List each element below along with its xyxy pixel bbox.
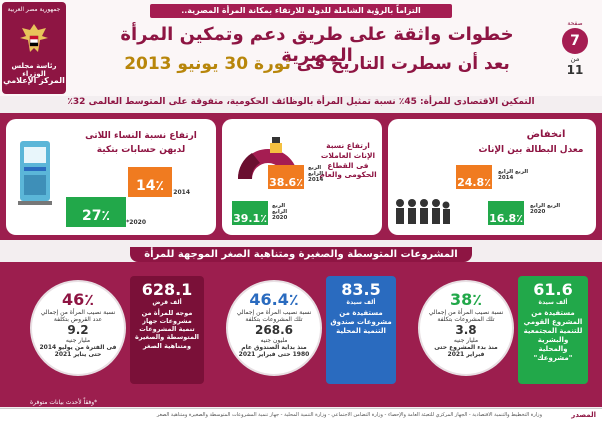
bank-2020-box: 27٪: [66, 197, 126, 227]
title-line2-highlight: ثورة 30 يونيو 2013: [124, 54, 291, 74]
unemp-2014-value: 24.8٪: [457, 176, 491, 189]
atm-icon: [18, 141, 52, 205]
block3-circle: 46٪ نسبة نصيب المرأة من إجمالي عدد القرو…: [30, 280, 126, 376]
title-line2-pre: بعد أن سطرت التاريخ فى: [296, 54, 510, 74]
block1-tag-text: مستفيدة من المشروع القومي للتنمية المجتم…: [523, 309, 583, 363]
eagle-icon: [20, 24, 48, 52]
block1-pct: 38٪: [449, 290, 483, 309]
page-number: 7: [562, 28, 588, 54]
page-label: صفحة: [567, 20, 583, 27]
block3-pct-text: نسبة نصيب المرأة من إجمالي عدد القروض بت…: [40, 309, 116, 323]
block3-amount-text: فى الفترة من يوليو 2014 حتى يناير 2021: [39, 344, 117, 358]
card-right-title2: معدل البطالة بين الإناث: [478, 145, 584, 155]
block2-amount: 268.6: [255, 323, 293, 337]
block1-amount-text: منذ بدء المشروع حتى فبراير 2021: [434, 344, 498, 358]
page-total: 11: [566, 63, 584, 77]
public-2014-year: الربع الرابع 2014: [308, 165, 324, 183]
footer-source-label: المصدر: [571, 411, 596, 419]
block2-circle: 46.4٪ نسبة نصيب المرأة من إجمالي تلك الم…: [226, 280, 322, 376]
page-of: من: [570, 55, 580, 63]
block3-tag: 628.1 ألف قرض موجه للمرأة من مشروعات جها…: [130, 276, 204, 384]
card-public-sector: ارتفاع نسبة الإناث العاملات فى القطاع ال…: [222, 119, 382, 235]
block2-amount-text: منذ بداية الصندوق عام 1980 حتى فبراير 20…: [238, 344, 310, 358]
logo-top-text: جمهورية مصر العربية: [7, 6, 61, 13]
public-2014-box: 38.6٪: [268, 165, 304, 189]
block1-circle: 38٪ نسبة نصيب المرأة من إجمالي تلك المشر…: [418, 280, 514, 376]
top-strip: التزاماً بالرؤية الشاملة للدولة للارتقاء…: [150, 4, 452, 18]
block1-amount-unit: مليار جنيه: [453, 337, 479, 344]
card-left-title2: لديهن حسابات بنكية: [96, 145, 186, 155]
block2-tag-text: مستفيدة من مشروعات صندوق التنمية المحلية: [330, 309, 392, 336]
public-2020-box: 39.1٪: [232, 201, 268, 225]
block1-tag-number: 61.6: [533, 280, 573, 299]
unemp-2020-box: 16.8٪: [488, 201, 524, 225]
bank-2020-value: 27٪: [81, 208, 111, 224]
block2-pct-text: نسبة نصيب المرأة من إجمالي تلك المشروعات…: [236, 309, 312, 323]
section-header-text: المشروعات المتوسطة والصغيرة ومتناهية الص…: [130, 247, 472, 262]
block2-pct: 46.4٪: [249, 290, 299, 309]
unemp-2014-box: 24.8٪: [456, 165, 492, 189]
block3-amount: 9.2: [67, 323, 89, 337]
public-2020-value: 39.1٪: [233, 212, 267, 225]
block3-tag-unit: ألف قرض: [152, 299, 182, 306]
card-unemployment: انخفاض معدل البطالة بين الإناث 24.8٪ الر…: [388, 119, 596, 235]
unemp-2020-year: الربع الرابع 2020: [530, 203, 561, 215]
bank-2014-box: 14٪: [128, 167, 172, 197]
card-bank-accounts: ارتفاع نسبة النساء اللاتى لديهن حسابات ب…: [6, 119, 216, 235]
block2-tag-number: 83.5: [341, 280, 381, 299]
public-2020-year: الربع الرابع 2020: [272, 203, 288, 221]
people-group-icon: [396, 199, 450, 224]
block3-tag-text: موجه للمرأة من مشروعات جهاز تنمية المشرو…: [134, 309, 199, 350]
footer-source-text: وزارة التخطيط والتنمية الاقتصادية - الجه…: [156, 412, 542, 418]
block2-tag-unit: ألف سيدة: [346, 299, 376, 306]
block2-tag: 83.5 ألف سيدة مستفيدة من مشروعات صندوق ا…: [326, 276, 396, 384]
cabinet-logo: جمهورية مصر العربية رئاسة مجلس الوزراء ا…: [2, 2, 66, 94]
section-header: المشروعات المتوسطة والصغيرة ومتناهية الص…: [0, 242, 602, 262]
block3-amount-unit: مليار جنيه: [65, 337, 91, 344]
bank-2014-value: 14٪: [135, 178, 165, 194]
block1-tag-unit: ألف سيدة: [538, 299, 568, 306]
bank-2020-year: 2020*: [126, 219, 146, 226]
logo-line1: رئاسة مجلس الوزراء: [11, 62, 57, 78]
unemp-2014-year: الربع الرابع 2014: [498, 169, 529, 181]
bank-2014-year: 2014: [173, 189, 190, 196]
block2-amount-unit: مليون جنيه: [260, 337, 288, 344]
subtitle-bar: التمكين الاقتصادى للمرأة: 45٪ نسبة تمثيل…: [67, 97, 535, 107]
page-title-line2: بعد أن سطرت التاريخ فى ثورة 30 يونيو 201…: [82, 54, 552, 74]
card-left-title1: ارتفاع نسبة النساء اللاتى: [85, 131, 197, 141]
card-right-title1: انخفاض: [526, 129, 566, 140]
block1-amount: 3.8: [455, 323, 477, 337]
page-indicator: صفحة 7 من 11: [556, 20, 594, 77]
block3-pct: 46٪: [61, 290, 95, 309]
block3-tag-number: 628.1: [141, 280, 193, 299]
page-title-line1: خطوات واثقة على طريق دعم وتمكين المرأة ا…: [120, 24, 514, 66]
footnote: *وفقاً لأحدث بيانات متوفرة: [30, 399, 98, 406]
card-mid-title: ارتفاع نسبة الإناث العاملات فى القطاع ال…: [319, 141, 377, 180]
block1-tag: 61.6 ألف سيدة مستفيدة من المشروع القومي …: [518, 276, 588, 384]
logo-line2: المركز الإعلامي: [3, 76, 65, 85]
unemp-2020-value: 16.8٪: [489, 212, 523, 225]
public-2014-value: 38.6٪: [269, 176, 303, 189]
footer: المصدر وزارة التخطيط والتنمية الاقتصادية…: [0, 408, 602, 425]
block1-pct-text: نسبة نصيب المرأة من إجمالي تلك المشروعات…: [428, 309, 504, 323]
